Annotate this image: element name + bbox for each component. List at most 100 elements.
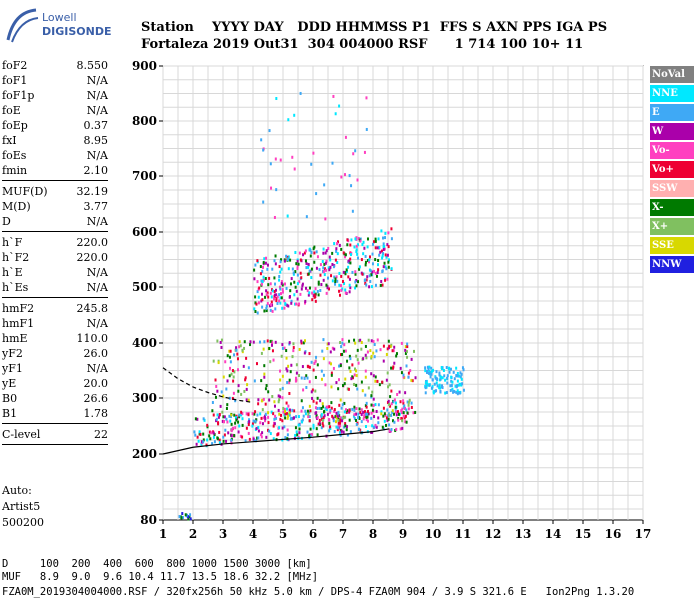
data-point [386,243,389,247]
data-point [301,282,304,286]
data-point [331,161,334,165]
data-point [291,408,294,412]
data-point [367,386,370,390]
data-point [364,254,367,258]
data-point [353,373,356,377]
data-point [321,422,324,426]
data-point [354,286,357,290]
data-point [344,424,347,428]
data-point [334,277,337,281]
data-point [252,437,255,441]
data-point [317,282,320,286]
data-point [230,429,233,433]
param-row: foEs N/A [2,148,108,163]
data-point [222,420,225,424]
param-value: N/A [86,149,108,162]
data-point [344,415,347,419]
data-point [354,270,357,274]
data-point [424,381,427,385]
data-point [306,430,309,434]
data-point [452,370,455,374]
data-point [402,399,405,403]
data-point [260,292,263,296]
data-point [364,278,367,282]
data-point [283,346,286,350]
data-point [257,295,260,299]
data-point [388,423,391,427]
data-point [354,367,357,371]
data-point [363,414,366,418]
data-point [231,433,234,437]
data-point [339,424,342,428]
x-tick-label: 6 [309,527,317,541]
data-point [281,426,284,430]
data-point [218,438,221,442]
data-point [348,354,351,358]
data-point [338,271,341,275]
data-point [362,357,365,361]
data-point [382,242,385,246]
data-point [230,372,233,376]
data-point [337,240,340,244]
data-point [344,255,347,259]
data-point [346,243,349,247]
data-point [333,408,336,412]
data-point [337,418,340,422]
data-point [258,286,261,290]
data-point [255,302,258,306]
data-point [219,404,222,408]
data-point [286,428,289,432]
data-point [334,282,337,286]
data-point [309,248,312,252]
data-point [281,374,284,378]
data-point [278,278,281,282]
data-point [322,424,325,428]
data-point [311,298,314,302]
data-point [441,386,444,390]
data-point [310,360,313,364]
data-point [279,158,282,162]
data-point [351,407,354,411]
data-point [298,280,301,284]
data-point [344,422,347,426]
data-point [266,302,269,306]
data-point [367,419,370,423]
data-point [345,268,348,272]
data-point [458,382,461,386]
data-point [359,411,362,415]
data-point [376,338,379,342]
data-point [392,365,395,369]
data-point [374,246,377,250]
data-point [277,432,280,436]
data-point [388,413,391,417]
data-point [400,341,403,345]
data-point [279,378,282,382]
data-point [293,167,296,171]
data-point [371,408,374,412]
data-point [356,358,359,362]
data-point [229,419,232,423]
data-point [274,307,277,311]
data-point [446,374,449,378]
data-point [181,516,184,520]
data-point [262,265,265,269]
data-point [459,375,462,379]
data-point [200,440,203,444]
data-point [272,412,275,416]
data-point [453,377,456,381]
data-point [344,291,347,295]
param-separator [2,297,108,298]
data-point [374,283,377,287]
data-point [362,252,365,256]
data-point [240,410,243,414]
data-point [365,96,368,100]
data-point [267,421,270,425]
data-point [292,349,295,353]
param-name: foF1p [2,89,35,102]
data-point [347,275,350,279]
data-point [395,413,398,417]
data-point [292,342,295,346]
data-point [348,290,351,294]
data-point [304,249,307,253]
data-point [308,286,311,290]
